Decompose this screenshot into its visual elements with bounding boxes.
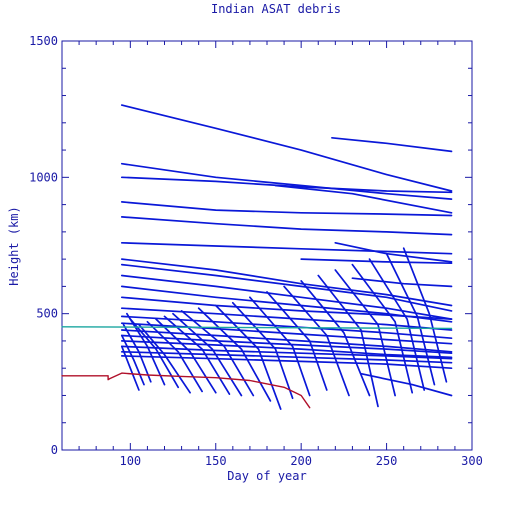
debris-track	[331, 136, 453, 153]
debris-track	[120, 241, 453, 255]
axis-ticks: 100 150 200 250 300 0 500 1000 1500	[29, 34, 483, 468]
reference-orbit-line	[61, 326, 453, 330]
debris-track	[120, 258, 453, 307]
debris-track	[300, 258, 453, 265]
x-tick-label: 250	[376, 454, 398, 468]
debris-track	[249, 296, 311, 397]
series-layer	[61, 104, 453, 410]
debris-track	[129, 318, 180, 389]
debris-track	[120, 274, 453, 320]
x-tick-label: 300	[461, 454, 483, 468]
y-tick-label: 1500	[29, 34, 58, 48]
debris-track	[146, 320, 203, 393]
debris-track	[120, 345, 140, 391]
debris-track	[120, 350, 453, 364]
y-axis-label: Height (km)	[7, 206, 21, 285]
debris-track	[120, 334, 453, 355]
debris-track	[126, 312, 166, 386]
x-tick-label: 200	[290, 454, 312, 468]
debris-track	[120, 345, 453, 360]
debris-track	[351, 277, 453, 288]
debris-track	[120, 263, 453, 312]
chart-title: Indian ASAT debris	[211, 2, 341, 16]
x-axis-label: Day of year	[227, 469, 306, 483]
y-tick-label: 0	[51, 443, 58, 457]
debris-track	[120, 296, 453, 320]
debris-track	[283, 285, 350, 397]
debris-track	[120, 104, 453, 192]
debris-track	[120, 162, 453, 200]
debris-track	[172, 312, 243, 397]
debris-track	[180, 310, 255, 397]
x-tick-label: 150	[205, 454, 227, 468]
debris-track	[231, 301, 294, 400]
debris-track	[360, 372, 453, 397]
debris-track	[138, 323, 191, 394]
debris-track	[120, 176, 453, 194]
y-tick-label: 1000	[29, 170, 58, 184]
debris-track	[214, 304, 282, 410]
debris-track	[300, 280, 371, 397]
target-satellite-track	[61, 372, 311, 409]
debris-track	[155, 318, 217, 394]
debris-track	[351, 263, 414, 394]
debris-track	[197, 307, 272, 402]
debris-track	[120, 201, 453, 217]
debris-track	[120, 334, 145, 386]
debris-track	[120, 340, 453, 359]
debris-track	[120, 216, 453, 236]
x-tick-label: 100	[119, 454, 141, 468]
debris-track	[122, 323, 152, 383]
debris-track	[317, 274, 379, 408]
debris-track	[402, 247, 448, 383]
y-tick-label: 500	[36, 307, 58, 321]
debris-track	[274, 184, 453, 214]
debris-track	[368, 258, 426, 391]
debris-track	[385, 252, 436, 386]
debris-track	[120, 355, 453, 370]
debris-track	[334, 269, 396, 397]
debris-track	[266, 291, 328, 391]
